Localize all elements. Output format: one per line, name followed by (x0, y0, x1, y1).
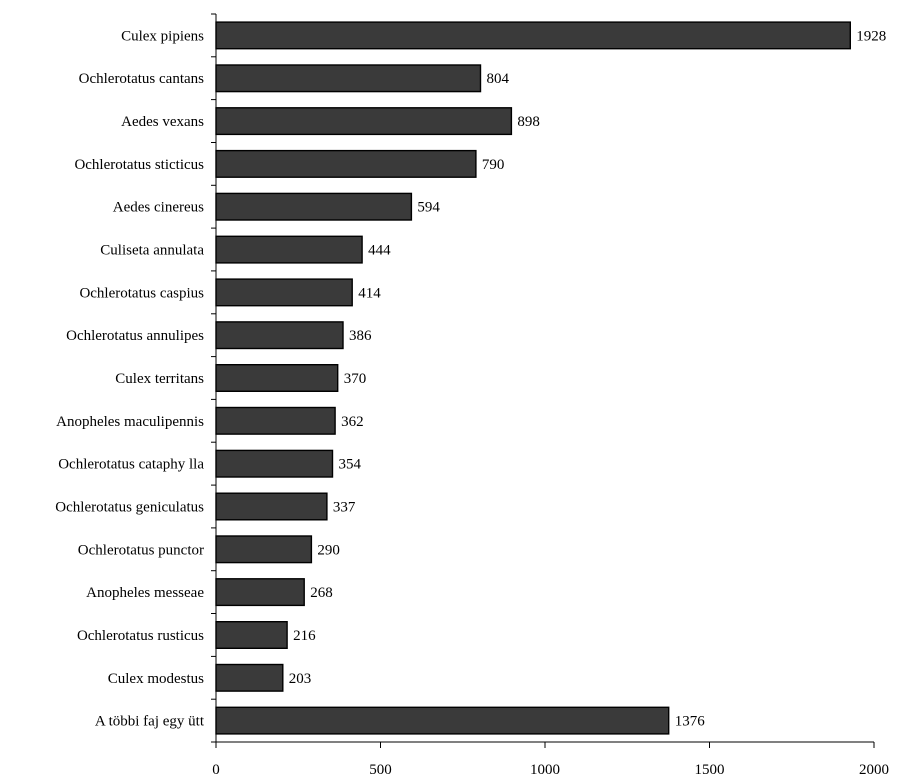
bar (215, 492, 328, 521)
category-label: Ochlerotatus punctor (78, 542, 204, 558)
x-tick-label: 1500 (695, 762, 725, 778)
bar (215, 449, 334, 478)
bar (215, 192, 413, 221)
category-label: Culex modestus (108, 671, 204, 687)
category-label: Ochlerotatus caspius (79, 285, 204, 301)
category-label: Aedes vexans (121, 114, 204, 130)
category-label: Anopheles maculipennis (56, 414, 204, 430)
data-label: 594 (417, 200, 440, 216)
data-label: 203 (289, 671, 312, 687)
category-label: Culex pipiens (121, 28, 204, 44)
data-label: 444 (368, 243, 391, 259)
bar (215, 406, 336, 435)
bar (215, 107, 513, 136)
bar (215, 578, 305, 607)
category-label: Ochlerotatus rusticus (77, 628, 204, 644)
bar (215, 278, 353, 307)
labels-layer: Culex pipiens 1928 Ochlerotatus cantans 804… (55, 28, 889, 778)
data-label: 216 (293, 628, 316, 644)
x-tick-label: 500 (369, 762, 392, 778)
category-label: Ochlerotatus geniculatus (55, 500, 204, 516)
bar (215, 364, 339, 393)
data-label: 386 (349, 328, 372, 344)
category-label: Ochlerotatus sticticus (74, 157, 204, 173)
bar (215, 321, 344, 350)
bar (215, 535, 313, 564)
data-label: 290 (317, 542, 340, 558)
data-label: 370 (344, 371, 367, 387)
data-label: 362 (341, 414, 364, 430)
category-label: Aedes cinereus (113, 200, 204, 216)
data-label: 790 (482, 157, 505, 173)
data-label: 354 (339, 457, 362, 473)
category-label: Culiseta annulata (100, 243, 204, 259)
data-label: 1928 (856, 28, 886, 44)
x-tick-label: 2000 (859, 762, 889, 778)
data-label: 414 (358, 285, 381, 301)
category-label: Ochlerotatus cataphy lla (58, 457, 204, 473)
bars-layer (215, 21, 851, 735)
bar (215, 621, 288, 650)
data-label: 898 (517, 114, 540, 130)
bar (215, 21, 851, 50)
bar (215, 235, 363, 264)
category-label: A többi faj egy ütt (95, 714, 205, 730)
data-label: 268 (310, 585, 333, 601)
data-label: 337 (333, 500, 356, 516)
bar (215, 663, 284, 692)
category-label: Culex territans (115, 371, 204, 387)
category-label: Ochlerotatus annulipes (66, 328, 204, 344)
category-label: Anopheles messeae (86, 585, 204, 601)
data-label: 1376 (675, 714, 706, 730)
bar (215, 706, 670, 735)
category-label: Ochlerotatus cantans (79, 71, 205, 87)
bar (215, 64, 482, 93)
data-label: 804 (487, 71, 510, 87)
bar (215, 149, 477, 178)
x-tick-label: 0 (212, 762, 220, 778)
x-tick-label: 1000 (530, 762, 560, 778)
axes-layer (211, 13, 875, 748)
